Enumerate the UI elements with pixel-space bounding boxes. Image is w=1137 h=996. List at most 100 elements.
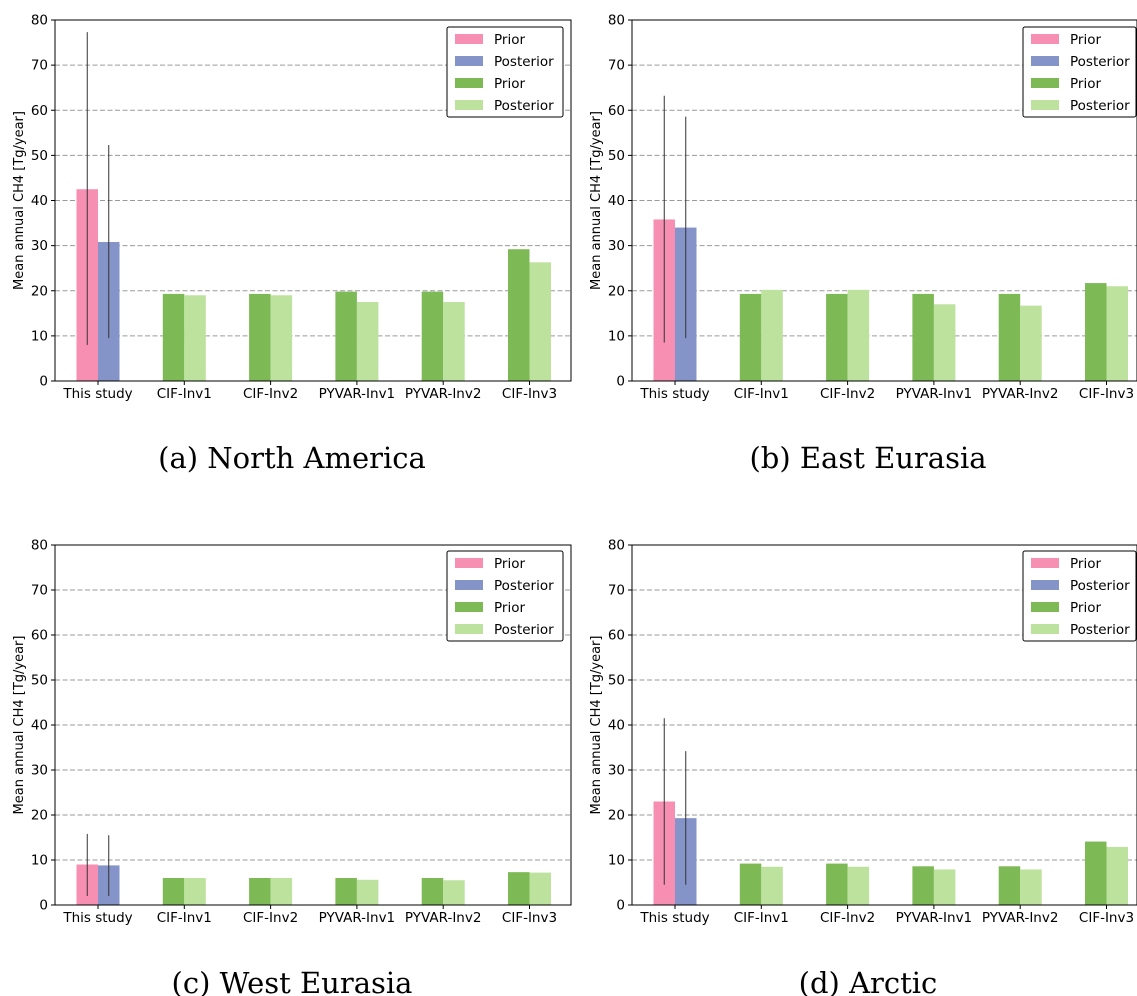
- y-tick-label: 80: [31, 538, 48, 554]
- legend-swatch-this-study-posterior: [455, 580, 483, 590]
- legend-swatch-this-study-prior: [455, 558, 483, 568]
- x-tick-label: CIF-Inv1: [157, 386, 212, 402]
- bar-inversion-prior-cif-inv2: [249, 878, 271, 905]
- bar-inversion-posterior-cif-inv2: [270, 295, 293, 381]
- y-tick-label: 40: [608, 718, 625, 734]
- y-tick-label: 0: [39, 374, 48, 390]
- y-tick-label: 60: [608, 103, 625, 119]
- x-tick-label: CIF-Inv1: [157, 910, 212, 926]
- bar-inversion-posterior-cif-inv2: [847, 289, 870, 381]
- y-tick-label: 30: [31, 238, 48, 254]
- y-tick-label: 0: [39, 898, 48, 914]
- bar-inversion-prior-pyvar-inv1: [335, 291, 357, 381]
- legend-label-inversion-prior: Prior: [494, 76, 525, 92]
- legend-swatch-this-study-posterior: [455, 56, 483, 66]
- x-tick-label: CIF-Inv1: [734, 386, 789, 402]
- legend-swatch-this-study-prior: [455, 34, 483, 44]
- caption-west-eurasia: (c) West Eurasia: [172, 966, 413, 996]
- legend-label-inversion-prior: Prior: [494, 600, 525, 616]
- chart-panel-1: 0 10 20 30 40 50 60 70 80 This study CIF-Inv1 CIF-I…: [12, 13, 572, 402]
- x-tick-label: PYVAR-Inv1: [319, 386, 396, 402]
- legend-label-inversion-posterior: Posterior: [494, 98, 554, 114]
- bar-inversion-posterior-cif-inv1: [761, 866, 783, 905]
- bar-inversion-posterior-cif-inv3: [529, 262, 551, 381]
- x-tick-label: PYVAR-Inv2: [405, 910, 482, 926]
- x-tick-label: CIF-Inv2: [820, 386, 875, 402]
- bar-inversion-prior-pyvar-inv1: [912, 293, 934, 381]
- bar-inversion-posterior-cif-inv2: [270, 878, 293, 905]
- legend-swatch-inversion-posterior: [455, 624, 483, 634]
- y-tick-label: 70: [31, 58, 48, 74]
- bar-inversion-prior-cif-inv3: [1085, 283, 1107, 381]
- y-tick-label: 20: [608, 808, 625, 824]
- legend: [1022, 550, 1137, 642]
- x-tick-label: This study: [639, 910, 709, 926]
- bar-inversion-prior-cif-inv2: [826, 863, 848, 905]
- legend-swatch-this-study-prior: [1031, 34, 1059, 44]
- bar-inversion-prior-pyvar-inv1: [912, 866, 934, 905]
- y-tick-label: 30: [608, 763, 625, 779]
- y-tick-label: 10: [608, 328, 625, 344]
- x-tick-label: PYVAR-Inv1: [896, 386, 973, 402]
- x-tick-label: PYVAR-Inv2: [405, 386, 482, 402]
- legend: [446, 550, 564, 642]
- bar-inversion-prior-cif-inv3: [1085, 841, 1107, 905]
- bar-inversion-prior-cif-inv3: [508, 872, 530, 905]
- legend-label-inversion-prior: Prior: [1070, 600, 1101, 616]
- bar-inversion-prior-pyvar-inv2: [998, 293, 1021, 381]
- bar-inversion-posterior-pyvar-inv1: [356, 879, 379, 905]
- y-tick-label: 20: [31, 283, 48, 299]
- legend-swatch-inversion-posterior: [1031, 624, 1059, 634]
- bar-inversion-prior-pyvar-inv1: [335, 878, 357, 905]
- bar-inversion-posterior-cif-inv1: [761, 289, 783, 381]
- y-tick-label: 40: [31, 718, 48, 734]
- legend-label-inversion-posterior: Posterior: [494, 622, 554, 638]
- y-tick-label: 10: [31, 853, 48, 869]
- bar-inversion-prior-cif-inv2: [826, 293, 848, 381]
- y-tick-label: 30: [608, 238, 625, 254]
- x-tick-label: PYVAR-Inv2: [982, 910, 1059, 926]
- y-tick-label: 0: [616, 374, 625, 390]
- bar-inversion-posterior-cif-inv3: [529, 872, 551, 905]
- chart-panel-4: 0 10 20 30 40 50 60 70 80 This study CIF-Inv1 CIF-I…: [589, 538, 1137, 926]
- x-tick-label: PYVAR-Inv1: [319, 910, 396, 926]
- legend-label-this-study-posterior: Posterior: [494, 54, 554, 70]
- bar-inversion-posterior-cif-inv1: [184, 878, 206, 905]
- legend-swatch-inversion-prior: [1031, 78, 1059, 88]
- legend-label-this-study-prior: Prior: [1070, 32, 1101, 48]
- legend: [446, 26, 564, 118]
- bar-inversion-posterior-pyvar-inv1: [356, 302, 379, 381]
- legend-swatch-inversion-posterior: [455, 100, 483, 110]
- legend-swatch-this-study-posterior: [1031, 56, 1059, 66]
- legend-label-inversion-posterior: Posterior: [1070, 622, 1130, 638]
- caption-east-eurasia: (b) East Eurasia: [749, 441, 986, 475]
- x-tick-label: CIF-Inv2: [820, 910, 875, 926]
- y-tick-label: 60: [31, 103, 48, 119]
- axes-frame: [631, 19, 1137, 382]
- y-tick-label: 40: [31, 193, 48, 209]
- legend-swatch-inversion-posterior: [1031, 100, 1059, 110]
- x-tick-label: CIF-Inv3: [1079, 910, 1134, 926]
- y-tick-label: 70: [608, 583, 625, 599]
- bar-inversion-prior-pyvar-inv2: [998, 866, 1021, 905]
- y-tick-label: 60: [31, 628, 48, 644]
- bar-inversion-posterior-cif-inv3: [1106, 286, 1128, 381]
- y-tick-label: 20: [608, 283, 625, 299]
- y-tick-label: 50: [31, 673, 48, 689]
- y-tick-label: 10: [31, 328, 48, 344]
- y-tick-label: 20: [31, 808, 48, 824]
- y-tick-label: 80: [31, 13, 48, 29]
- bar-inversion-prior-cif-inv1: [162, 293, 185, 381]
- y-tick-label: 70: [608, 58, 625, 74]
- bar-inversion-posterior-cif-inv1: [184, 295, 206, 381]
- legend-label-this-study-prior: Prior: [1070, 556, 1101, 572]
- axes-frame: [54, 19, 572, 382]
- y-tick-label: 50: [608, 148, 625, 164]
- y-axis-label: Mean annual CH4 [Tg/year]: [589, 111, 604, 290]
- y-tick-label: 80: [608, 538, 625, 554]
- bar-inversion-posterior-pyvar-inv2: [1020, 869, 1042, 905]
- y-tick-label: 70: [31, 583, 48, 599]
- legend-swatch-inversion-prior: [455, 602, 483, 612]
- x-tick-label: PYVAR-Inv1: [896, 910, 973, 926]
- legend-swatch-this-study-posterior: [1031, 580, 1059, 590]
